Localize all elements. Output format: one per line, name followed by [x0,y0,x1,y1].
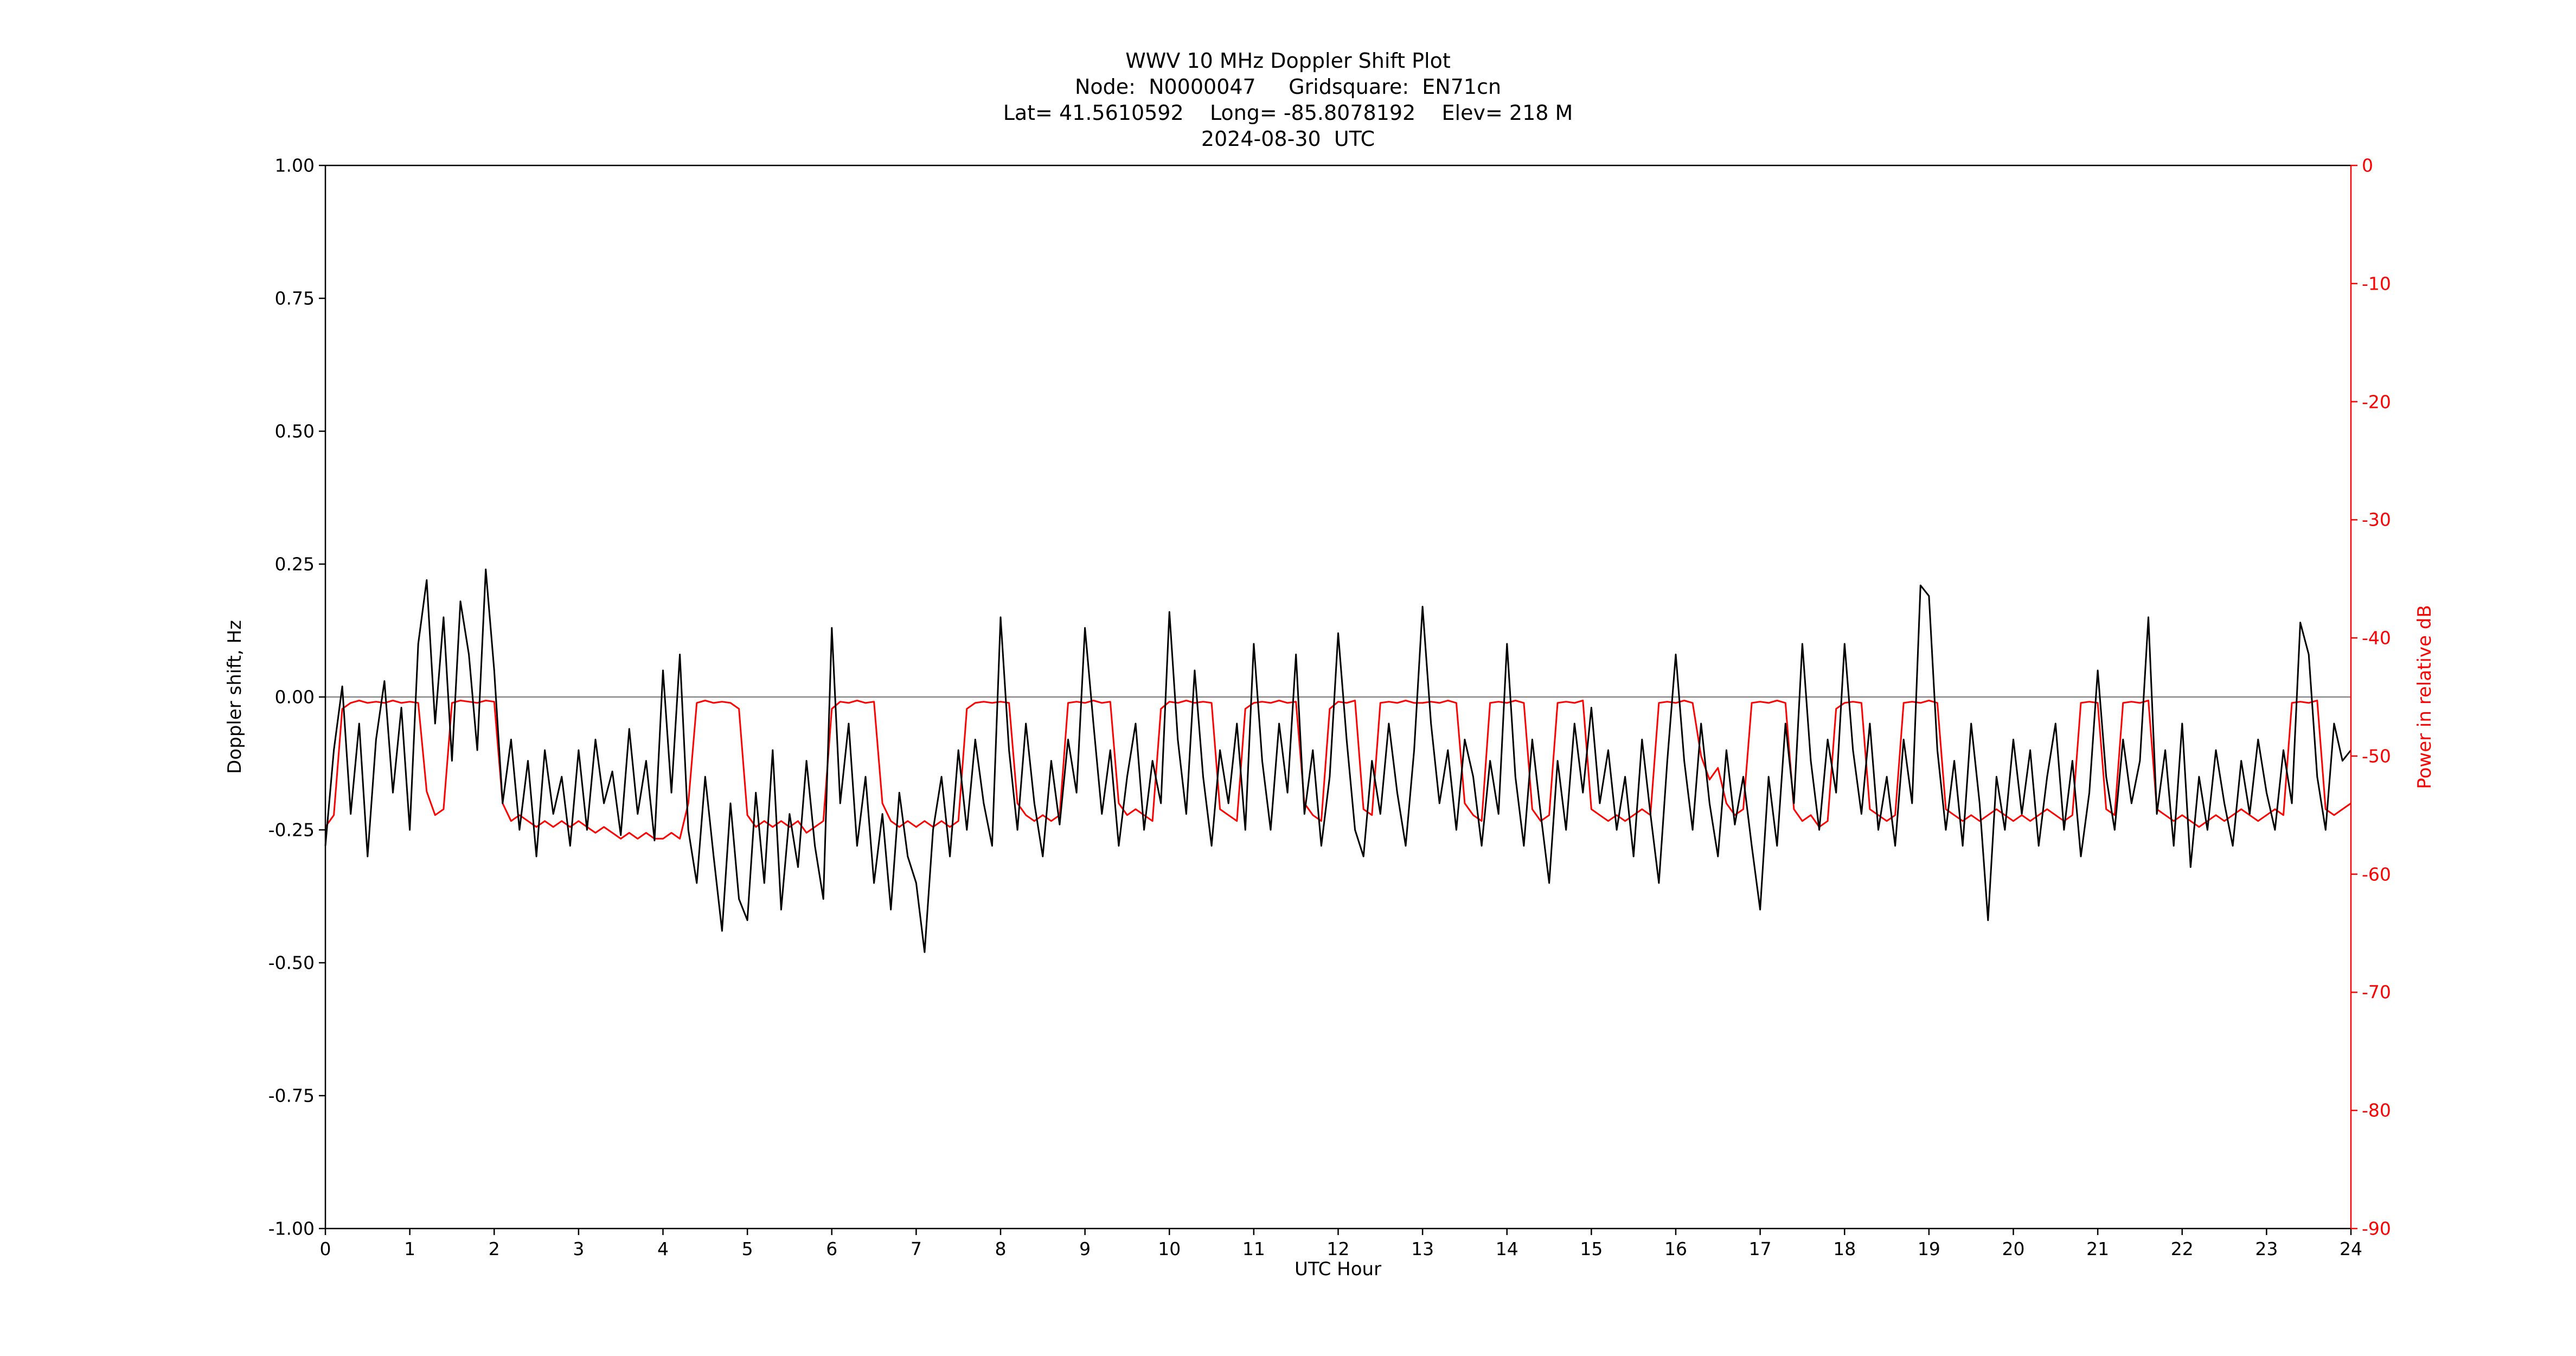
x-tick-label: 23 [2255,1238,2278,1259]
x-tick-label: 0 [319,1238,331,1259]
x-tick-label: 21 [2086,1238,2110,1259]
x-tick-label: 4 [657,1238,669,1259]
x-tick-label: 17 [1748,1238,1772,1259]
chart-title: WWV 10 MHz Doppler Shift Plot [1125,49,1451,73]
left-y-tick-label: 0.25 [274,553,315,575]
chart-header: WWV 10 MHz Doppler Shift Plot Node: N000… [0,48,2576,152]
x-tick-label: 6 [826,1238,838,1259]
left-y-tick-label: 0.50 [274,420,315,442]
x-tick-label: 10 [1158,1238,1181,1259]
right-y-tick-label: -30 [2362,509,2391,530]
left-y-tick-label: 0.00 [274,686,315,708]
x-tick-label: 8 [995,1238,1007,1259]
x-tick-label: 5 [741,1238,753,1259]
x-tick-label: 22 [2170,1238,2194,1259]
x-tick-label: 24 [2340,1238,2362,1259]
left-axis-title: Doppler shift, Hz [224,620,246,774]
x-axis-title: UTC Hour [1294,1258,1382,1280]
x-tick-label: 12 [1327,1238,1350,1259]
x-tick-label: 15 [1580,1238,1603,1259]
x-tick-label: 20 [2002,1238,2025,1259]
x-tick-label: 13 [1411,1238,1434,1259]
right-y-tick-label: -50 [2362,745,2391,767]
power-series-line [324,700,2351,840]
x-tick-label: 11 [1242,1238,1265,1259]
right-y-tick-label: -40 [2362,627,2391,649]
right-y-tick-label: -70 [2362,981,2391,1003]
left-y-tick-label: -0.50 [268,952,315,974]
chart-subtitle-location: Lat= 41.5610592 Long= -85.8078192 Elev= … [1003,101,1573,125]
left-y-tick-label: -1.00 [268,1218,315,1239]
x-tick-label: 2 [488,1238,500,1259]
left-y-tick-label: -0.25 [268,819,315,841]
x-tick-label: 1 [404,1238,416,1259]
right-y-tick-label: -20 [2362,391,2391,413]
x-tick-label: 9 [1079,1238,1091,1259]
left-y-tick-label: 0.75 [274,287,315,309]
x-tick-label: 3 [573,1238,585,1259]
x-tick-label: 7 [910,1238,922,1259]
left-y-tick-label: 1.00 [274,155,315,176]
doppler-series-line [324,568,2352,953]
x-tick-label: 14 [1495,1238,1518,1259]
x-tick-label: 19 [1917,1238,1940,1259]
right-y-tick-label: -80 [2362,1099,2391,1121]
x-tick-label: 18 [1833,1238,1856,1259]
chart-subtitle-node: Node: N0000047 Gridsquare: EN71cn [1074,75,1502,99]
right-axis-title: Power in relative dB [2414,605,2436,789]
x-tick-label: 16 [1664,1238,1687,1259]
right-y-tick-label: -10 [2362,273,2391,295]
right-y-tick-label: -60 [2362,864,2391,885]
chart-subtitle-date: 2024-08-30 UTC [1201,127,1375,151]
right-y-tick-label: 0 [2362,155,2373,176]
left-y-tick-label: -0.75 [268,1085,315,1106]
right-y-tick-label: -90 [2362,1218,2391,1239]
